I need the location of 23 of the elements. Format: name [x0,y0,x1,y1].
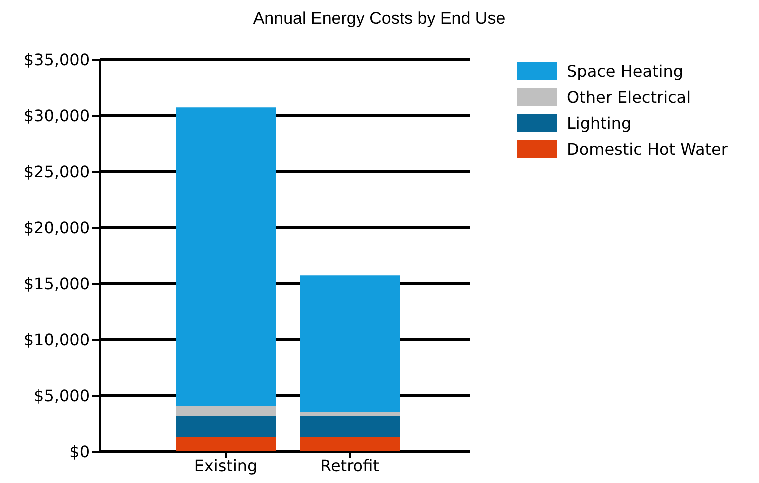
y-tick-label: $30,000 [24,106,90,126]
bar [300,437,400,452]
x-tick-label: Existing [194,456,258,476]
y-tick-label: $5,000 [34,386,90,406]
legend-label: Lighting [567,114,632,132]
y-tick-label: $35,000 [24,50,90,70]
y-tick-label: $20,000 [24,218,90,238]
y-tick-label: $0 [70,442,90,462]
bar [176,416,276,438]
legend-label: Space Heating [567,62,684,80]
x-tick-label: Retrofit [320,456,380,476]
legend-label: Other Electrical [567,88,692,106]
bar [300,416,400,438]
bar [176,108,276,406]
bar [176,406,276,416]
legend-label: Domestic Hot Water [567,140,728,158]
y-tick-label: $15,000 [24,274,90,294]
bar [176,437,276,452]
y-tick-label: $25,000 [24,162,90,182]
chart-title: Annual Energy Costs by End Use [252,9,507,29]
bar [300,276,400,412]
bar [300,412,400,416]
y-tick-label: $10,000 [24,330,90,350]
